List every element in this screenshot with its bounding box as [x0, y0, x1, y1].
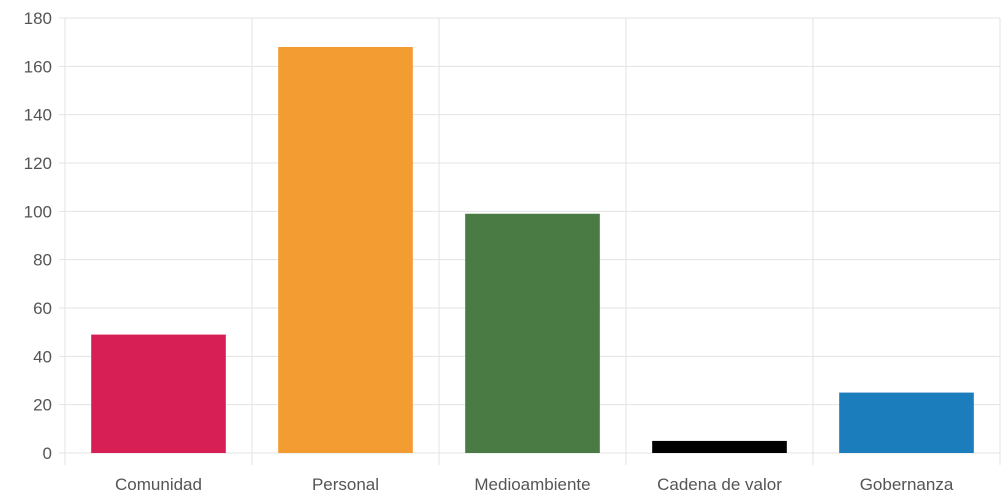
- y-tick-label: 180: [24, 9, 52, 28]
- y-tick-label: 100: [24, 202, 52, 221]
- bar-gobernanza[interactable]: [839, 392, 974, 453]
- y-tick-label: 160: [24, 57, 52, 76]
- x-tick-label: Gobernanza: [860, 475, 954, 494]
- x-tick-label: Medioambiente: [474, 475, 590, 494]
- bar-cadena-de-valor[interactable]: [652, 440, 787, 453]
- y-tick-label: 80: [33, 251, 52, 270]
- bar-personal[interactable]: [278, 47, 413, 453]
- x-tick-label: Personal: [312, 475, 379, 494]
- y-tick-label: 60: [33, 299, 52, 318]
- x-tick-label: Cadena de valor: [657, 475, 782, 494]
- y-tick-label: 20: [33, 396, 52, 415]
- y-tick-label: 120: [24, 154, 52, 173]
- y-tick-label: 140: [24, 106, 52, 125]
- bar-comunidad[interactable]: [91, 334, 226, 453]
- y-tick-label: 0: [43, 444, 52, 463]
- x-tick-label: Comunidad: [115, 475, 202, 494]
- bar-medioambiente[interactable]: [465, 213, 600, 453]
- y-tick-label: 40: [33, 347, 52, 366]
